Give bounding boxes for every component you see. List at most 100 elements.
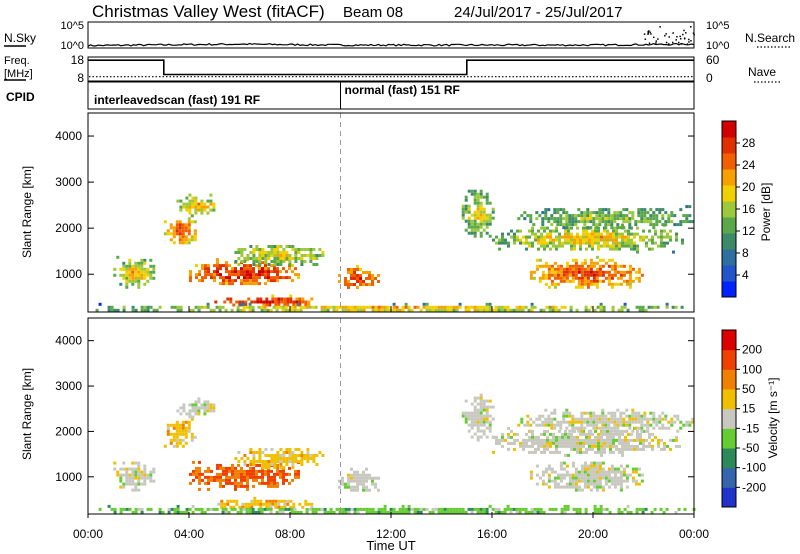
heatmap-cell [488, 429, 492, 433]
heatmap-cell [634, 414, 638, 418]
heatmap-cell [188, 211, 192, 215]
heatmap-cell [510, 429, 513, 433]
heatmap-cell [187, 220, 191, 224]
colorbar-swatch [722, 330, 736, 351]
heatmap-cell [571, 214, 575, 218]
heatmap-cell [522, 438, 525, 442]
heatmap-cell [128, 279, 132, 283]
nsearch-dot [692, 32, 695, 34]
heatmap-cell [559, 217, 563, 221]
date-range-title: 24/Jul/2017 - 25/Jul/2017 [454, 4, 622, 21]
heatmap-cell [252, 279, 255, 283]
heatmap-cell [240, 457, 244, 460]
heatmap-cell [482, 432, 486, 436]
heatmap-cell [220, 502, 224, 506]
heatmap-cell [663, 444, 666, 448]
heatmap-cell [589, 282, 593, 286]
heatmap-cell [574, 217, 578, 221]
heatmap-cell [197, 305, 201, 309]
heatmap-cell [203, 409, 207, 413]
heatmap-cell [281, 305, 285, 309]
heatmap-cell [662, 510, 666, 514]
heatmap-cell [610, 479, 614, 483]
heatmap-cell [585, 235, 588, 239]
heatmap-cell [558, 235, 561, 239]
heatmap-cell [651, 447, 654, 451]
heatmap-cell [628, 473, 632, 477]
heatmap-cell [437, 510, 441, 514]
colorbar-swatch [722, 217, 736, 234]
heatmap-cell [568, 476, 572, 480]
heatmap-cell [571, 476, 575, 480]
heatmap-cell [538, 414, 542, 418]
heatmap-cell [243, 257, 247, 260]
heatmap-cell [598, 420, 602, 424]
heatmap-cell [338, 274, 341, 277]
heatmap-cell [315, 454, 319, 457]
heatmap-cell [247, 297, 251, 301]
heatmap-cell [261, 267, 264, 271]
heatmap-cell [276, 263, 280, 266]
heatmap-cell [182, 409, 186, 413]
heatmap-cell [170, 305, 174, 309]
heatmap-cell [201, 276, 204, 280]
heatmap-cell [368, 283, 371, 286]
heatmap-cell [613, 217, 617, 221]
heatmap-cell [293, 510, 297, 514]
heatmap-cell [353, 470, 356, 474]
heatmap-cell [125, 267, 129, 271]
heatmap-cell [303, 254, 307, 257]
heatmap-cell [473, 225, 477, 229]
heatmap-cell [225, 478, 228, 482]
heatmap-cell [553, 408, 557, 412]
heatmap-cell [383, 510, 387, 514]
heatmap-cell [184, 226, 188, 230]
heatmap-cell [619, 282, 623, 286]
heatmap-cell [522, 447, 525, 451]
heatmap-cell [276, 245, 280, 248]
heatmap-cell [377, 274, 380, 277]
heatmap-cell [362, 470, 365, 474]
heatmap-cell [291, 270, 294, 274]
heatmap-cell [166, 232, 170, 236]
heatmap-cell [149, 473, 153, 477]
heatmap-cell [288, 451, 292, 454]
heatmap-cell [568, 270, 572, 274]
heatmap-cell [544, 208, 548, 212]
heatmap-cell [609, 244, 612, 248]
heatmap-cell [586, 211, 590, 215]
heatmap-cell [119, 267, 123, 271]
heatmap-cell [559, 273, 563, 277]
heatmap-cell [270, 478, 273, 482]
heatmap-cell [579, 247, 582, 251]
heatmap-cell [464, 510, 468, 514]
heatmap-cell [261, 478, 264, 482]
heatmap-cell [559, 264, 563, 268]
heatmap-cell [252, 260, 256, 263]
heatmap-cell [252, 472, 255, 476]
heatmap-cell [470, 507, 474, 511]
heatmap-cell [285, 245, 289, 248]
heatmap-cell [362, 485, 365, 489]
heatmap-cell [682, 220, 686, 224]
heatmap-cell [570, 441, 573, 445]
colorbar-tick-label: 12 [742, 224, 756, 238]
heatmap-cell [252, 457, 256, 460]
heatmap-cell [503, 507, 507, 511]
heatmap-cell [619, 417, 623, 421]
heatmap-cell [206, 403, 210, 407]
heatmap-cell [582, 229, 585, 233]
heatmap-cell [485, 305, 489, 309]
heatmap-cell [219, 481, 222, 485]
heatmap-cell [649, 223, 653, 227]
heatmap-cell [543, 244, 546, 248]
nsky-tick-top: 10^5 [60, 20, 84, 32]
heatmap-cell [564, 441, 567, 445]
heatmap-cell [258, 257, 262, 260]
heatmap-cell [175, 432, 179, 436]
heatmap-cell [467, 308, 471, 312]
heatmap-cell [631, 217, 635, 221]
heatmap-cell [140, 305, 144, 309]
heatmap-cell [197, 205, 201, 209]
heatmap-cell [625, 270, 629, 274]
